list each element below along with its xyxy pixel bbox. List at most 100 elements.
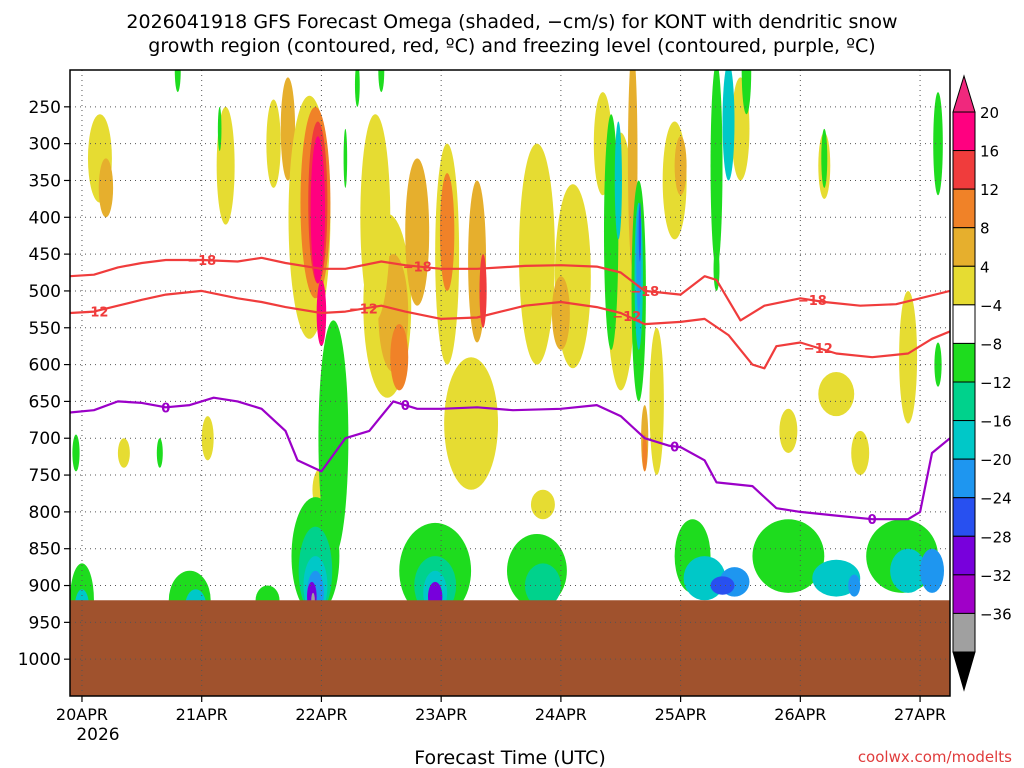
contour-label--12: −12 bbox=[349, 303, 378, 318]
omega-ascent-area bbox=[280, 77, 296, 181]
omega-sinking-area bbox=[812, 559, 861, 597]
omega-ascent-area bbox=[201, 416, 214, 461]
colorbar-bottom-extension bbox=[952, 651, 976, 692]
colorbar-segment bbox=[952, 458, 976, 499]
omega-ascent-area bbox=[310, 136, 326, 284]
colorbar-tick-label: −8 bbox=[980, 335, 1002, 353]
pressure-tick-label: 1000 bbox=[18, 650, 61, 670]
omega-sinking-area bbox=[318, 320, 349, 557]
omega-sinking-area bbox=[174, 70, 181, 93]
time-tick-label: 24APR bbox=[535, 705, 587, 724]
colorbar-segment bbox=[952, 227, 976, 267]
contour-label--12: −12 bbox=[612, 310, 641, 325]
x-axis-title: Forecast Time (UTC) bbox=[414, 747, 605, 768]
colorbar-tick-label: −16 bbox=[980, 413, 1012, 431]
contour-label--12: −12 bbox=[804, 342, 833, 357]
pressure-axis: 250 300 350 400 450 500 550 600 650 700 750 800 850 9… bbox=[18, 98, 70, 670]
colorbar-tick-label: 16 bbox=[980, 143, 999, 161]
chart-title-line1: 2026041918 GFS Forecast Omega (shaded, −… bbox=[126, 11, 897, 33]
colorbar-segment bbox=[952, 574, 976, 614]
omega-ascent-area bbox=[98, 158, 114, 218]
time-tick-label: 23APR bbox=[415, 705, 467, 724]
omega-sinking-area bbox=[638, 202, 642, 262]
colorbar: 20 16 12 8 4 −4 −8 −12 −16 −20 −24 −28 −32 −36 bbox=[952, 74, 1012, 692]
pressure-tick-label: 950 bbox=[29, 613, 61, 633]
contour-line--18 bbox=[70, 256, 950, 322]
omega-sinking-area bbox=[890, 548, 927, 593]
omega-ascent-area bbox=[405, 158, 430, 306]
contour-lines: −18 −18 −18 −18 −12 −12 −12 −12 0 0 0 0 bbox=[70, 254, 950, 528]
omega-ascent-area bbox=[851, 430, 870, 476]
omega-sinking-area bbox=[741, 70, 752, 115]
colorbar-tick-label: −36 bbox=[980, 605, 1012, 623]
pressure-tick-label: 650 bbox=[29, 392, 61, 412]
pressure-tick-label: 700 bbox=[29, 429, 61, 449]
contour-line--12 bbox=[70, 289, 950, 370]
omega-ascent-area bbox=[642, 434, 648, 472]
omega-ascent-area bbox=[390, 324, 409, 391]
contour-label-0: 0 bbox=[401, 399, 410, 414]
plot-frame bbox=[69, 69, 951, 697]
omega-ascent-area bbox=[530, 489, 555, 520]
omega-shading bbox=[70, 70, 945, 638]
pressure-tick-label: 500 bbox=[29, 282, 61, 302]
pressure-tick-label: 550 bbox=[29, 319, 61, 339]
contour-label--18: −18 bbox=[630, 285, 659, 300]
omega-sinking-area bbox=[933, 92, 943, 196]
omega-ascent-area bbox=[551, 276, 570, 350]
pressure-tick-label: 350 bbox=[29, 171, 61, 191]
time-tick-label: 26APR bbox=[774, 705, 826, 724]
pressure-tick-label: 750 bbox=[29, 466, 61, 486]
omega-sinking-area bbox=[710, 70, 723, 269]
omega-ascent-area bbox=[779, 408, 798, 453]
omega-sinking-area bbox=[603, 114, 619, 350]
omega-sinking-area bbox=[934, 342, 942, 387]
omega-ascent-area bbox=[444, 357, 499, 490]
plot-area: −18 −18 −18 −18 −12 −12 −12 −12 0 0 0 0 bbox=[70, 70, 950, 696]
contour-label-0: 0 bbox=[868, 513, 877, 528]
omega-sinking-area bbox=[354, 70, 360, 107]
pressure-tick-label: 800 bbox=[29, 503, 61, 523]
colorbar-segment bbox=[952, 497, 976, 537]
contour-label-0: 0 bbox=[161, 401, 170, 416]
colorbar-segment bbox=[952, 150, 976, 190]
ground-layer bbox=[70, 600, 950, 696]
pressure-tick-label: 900 bbox=[29, 577, 61, 597]
year-label: 2026 bbox=[76, 725, 119, 745]
colorbar-segment bbox=[952, 111, 976, 152]
grid-lines bbox=[70, 70, 950, 696]
colorbar-tick-label: 4 bbox=[980, 258, 990, 276]
time-tick-label: 20APR bbox=[56, 705, 108, 724]
colorbar-tick-label: −12 bbox=[980, 374, 1012, 392]
omega-ascent-area bbox=[818, 371, 855, 417]
pressure-tick-label: 250 bbox=[29, 98, 61, 118]
colorbar-tick-label: 12 bbox=[980, 181, 999, 199]
time-tick-label: 21APR bbox=[176, 705, 228, 724]
colorbar-segment bbox=[952, 342, 976, 383]
colorbar-segment bbox=[952, 304, 976, 344]
omega-sinking-area bbox=[72, 434, 80, 472]
colorbar-tick-label: −20 bbox=[980, 451, 1012, 469]
colorbar-segment bbox=[952, 188, 976, 229]
omega-sinking-area bbox=[343, 128, 348, 188]
omega-sinking-area bbox=[217, 106, 222, 152]
omega-ascent-area bbox=[439, 173, 455, 291]
time-tick-label: 27APR bbox=[894, 705, 946, 724]
pressure-tick-label: 850 bbox=[29, 540, 61, 560]
pressure-tick-label: 600 bbox=[29, 356, 61, 376]
omega-ascent-area bbox=[117, 438, 130, 468]
time-tick-label: 25APR bbox=[655, 705, 707, 724]
colorbar-tick-label: 20 bbox=[980, 104, 999, 122]
colorbar-segment bbox=[952, 265, 976, 306]
omega-ascent-area bbox=[899, 290, 918, 424]
contour-label--18: −18 bbox=[187, 254, 216, 269]
colorbar-tick-label: −4 bbox=[980, 297, 1002, 315]
colorbar-tick-label: −32 bbox=[980, 567, 1012, 585]
time-axis: 20APR 21APR 22APR 23APR 24APR 25APR 26APR 27APR bbox=[56, 696, 946, 724]
omega-ascent-area bbox=[518, 143, 555, 365]
contour-label--12: −12 bbox=[79, 306, 108, 321]
colorbar-segment bbox=[952, 535, 976, 576]
credit-link[interactable]: coolwx.com/modelts bbox=[858, 748, 1012, 766]
contour-label--18: −18 bbox=[403, 260, 432, 275]
